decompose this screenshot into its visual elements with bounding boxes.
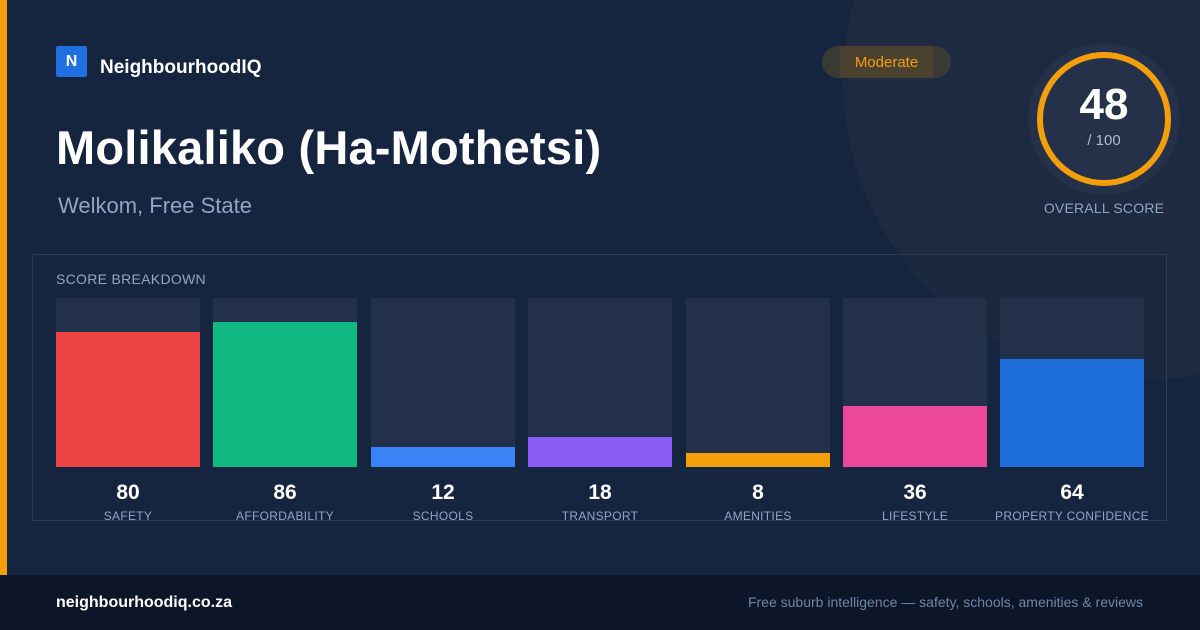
score-bar-track [56, 298, 200, 467]
score-bar-fill [213, 322, 357, 467]
score-bar-label: PROPERTY CONFIDENCE [995, 509, 1149, 523]
score-bar-label: TRANSPORT [561, 509, 639, 523]
score-bar-value: 8 [752, 481, 764, 504]
score-bar-schools: 12 SCHOOLS [371, 298, 515, 523]
score-bar-value: 36 [903, 481, 927, 504]
score-bar-value: 86 [273, 481, 297, 504]
overall-score-max: / 100 [1087, 132, 1121, 149]
score-bar-fill [1000, 359, 1144, 467]
rating-badge: Moderate [822, 46, 951, 78]
brand-logo-icon: N [56, 46, 87, 77]
share-card: N NeighbourhoodIQ Moderate Molikaliko (H… [0, 0, 1180, 575]
score-bar-fill [56, 332, 200, 467]
score-bar-fill [843, 406, 987, 467]
brand-name: NeighbourhoodIQ [100, 57, 262, 78]
score-bar-track [1000, 298, 1144, 467]
score-bar-affordability: 86 AFFORDABILITY [213, 298, 357, 523]
score-bar-label: SAFETY [103, 509, 153, 523]
score-bar-property-confidence: 64 PROPERTY CONFIDENCE [995, 298, 1149, 523]
score-bar-track [686, 298, 830, 467]
score-bar-safety: 80 SAFETY [56, 298, 200, 523]
score-ring-graphic [1037, 52, 1171, 186]
suburb-location: Welkom, Free State [58, 193, 252, 218]
footer-url-link[interactable]: neighbourhoodiq.co.za [56, 594, 232, 611]
score-bar-fill [371, 447, 515, 467]
accent-bar [0, 0, 7, 575]
score-bar-lifestyle: 36 LIFESTYLE [843, 298, 987, 523]
footer: neighbourhoodiq.co.za Free suburb intell… [0, 575, 1200, 630]
score-bar-fill [528, 437, 672, 467]
overall-score-label: OVERALL SCORE [1043, 200, 1165, 216]
overall-score-value: 48 [1079, 80, 1129, 129]
score-bar-value: 80 [116, 481, 140, 504]
score-bar-value: 12 [431, 481, 455, 504]
score-bar-value: 18 [588, 481, 612, 504]
score-bar-track [213, 298, 357, 467]
score-bar-amenities: 8 AMENITIES [686, 298, 830, 523]
overall-score-ring: 48 / 100 [1028, 43, 1180, 195]
score-breakdown-title: SCORE BREAKDOWN [56, 271, 206, 287]
score-bar-track [843, 298, 987, 467]
score-bar-track [528, 298, 672, 467]
score-bar-transport: 18 TRANSPORT [528, 298, 672, 523]
score-bar-track [371, 298, 515, 467]
rating-badge-label: Moderate [854, 53, 919, 71]
score-bar-value: 64 [1060, 481, 1084, 504]
suburb-title: Molikaliko (Ha-Mothetsi) [56, 121, 602, 174]
score-bar-label: SCHOOLS [412, 509, 474, 523]
score-bar-label: AMENITIES [724, 509, 792, 523]
score-bar-fill [686, 453, 830, 467]
brand[interactable]: N NeighbourhoodIQ [56, 46, 261, 79]
score-bar-label: AFFORDABILITY [236, 509, 334, 523]
score-bar-label: LIFESTYLE [881, 509, 949, 523]
footer-tagline: Free suburb intelligence — safety, schoo… [747, 594, 1143, 610]
